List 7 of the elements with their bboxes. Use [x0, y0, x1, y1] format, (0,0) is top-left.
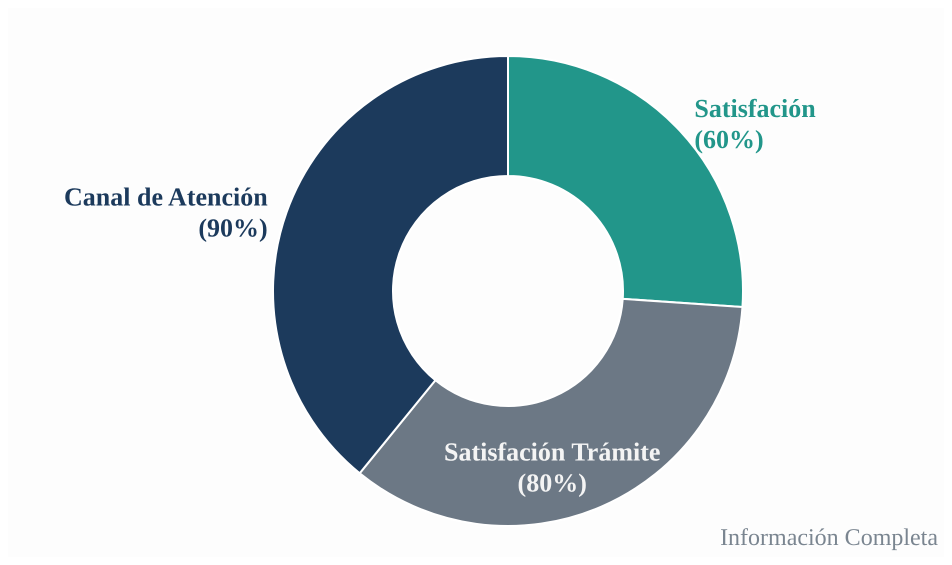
data-label: (90%)	[198, 214, 268, 243]
data-label: (60%)	[694, 124, 764, 154]
data-label: (80%)	[518, 468, 587, 498]
text: Información Completa	[720, 525, 938, 551]
slice-label: Canal de Atención	[64, 182, 268, 212]
slice-label: Satisfación Trámite	[444, 438, 660, 467]
slice-label: Satisfación	[694, 94, 816, 123]
